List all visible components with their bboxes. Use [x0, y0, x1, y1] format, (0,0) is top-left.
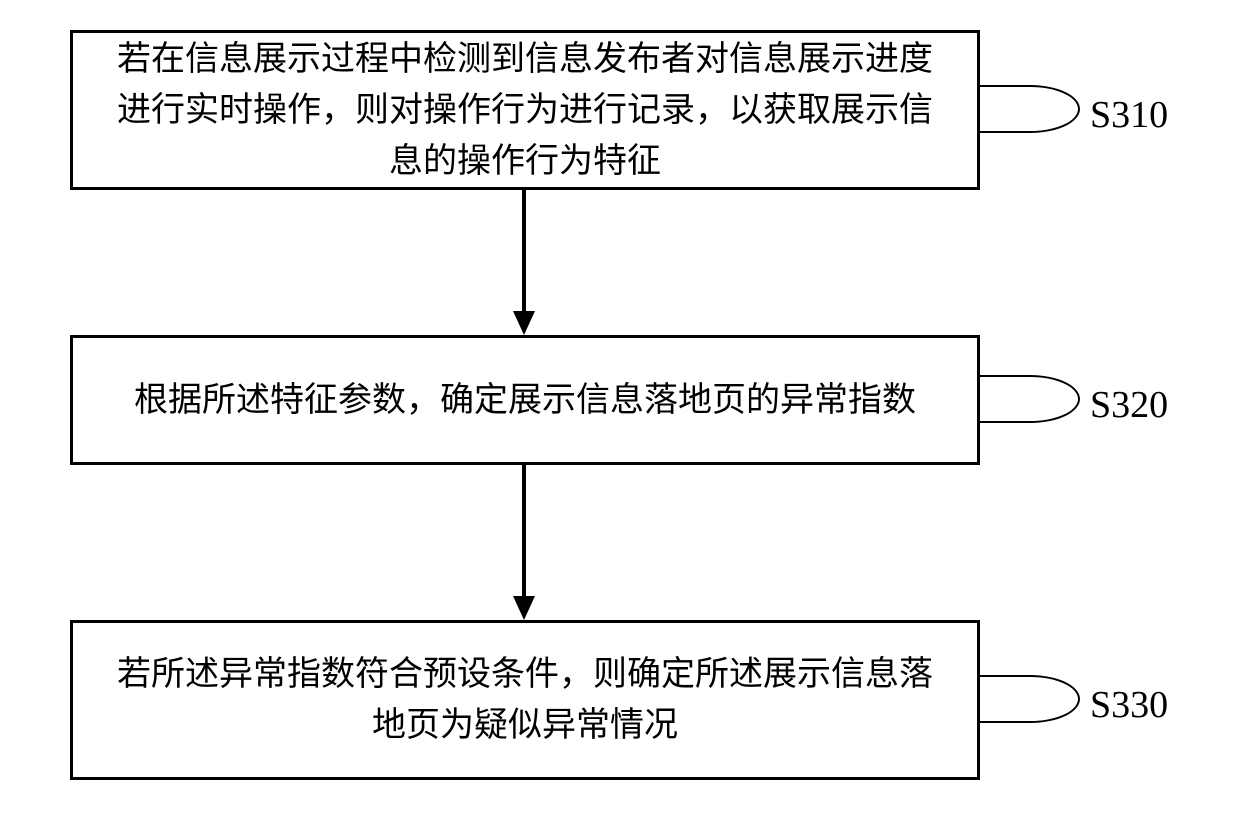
flow-label-s320: S320: [1090, 383, 1168, 427]
flow-label-s330: S330: [1090, 683, 1168, 727]
connector-s320: [980, 375, 1080, 423]
flow-node-s310-text: 若在信息展示过程中检测到信息发布者对信息展示进度进行实时操作，则对操作行为进行记…: [103, 34, 947, 187]
flow-node-s320: 根据所述特征参数，确定展示信息落地页的异常指数: [70, 335, 980, 465]
arrow-s310-s320-head: [513, 311, 535, 335]
connector-s310: [980, 85, 1080, 133]
arrow-s320-s330-head: [513, 596, 535, 620]
connector-s330: [980, 675, 1080, 723]
flow-label-s310: S310: [1090, 93, 1168, 137]
arrow-s320-s330-line: [522, 465, 526, 597]
flow-node-s320-text: 根据所述特征参数，确定展示信息落地页的异常指数: [134, 375, 916, 426]
flow-node-s330: 若所述异常指数符合预设条件，则确定所述展示信息落地页为疑似异常情况: [70, 620, 980, 780]
flow-node-s310: 若在信息展示过程中检测到信息发布者对信息展示进度进行实时操作，则对操作行为进行记…: [70, 30, 980, 190]
arrow-s310-s320-line: [522, 190, 526, 312]
flow-node-s330-text: 若所述异常指数符合预设条件，则确定所述展示信息落地页为疑似异常情况: [103, 649, 947, 751]
